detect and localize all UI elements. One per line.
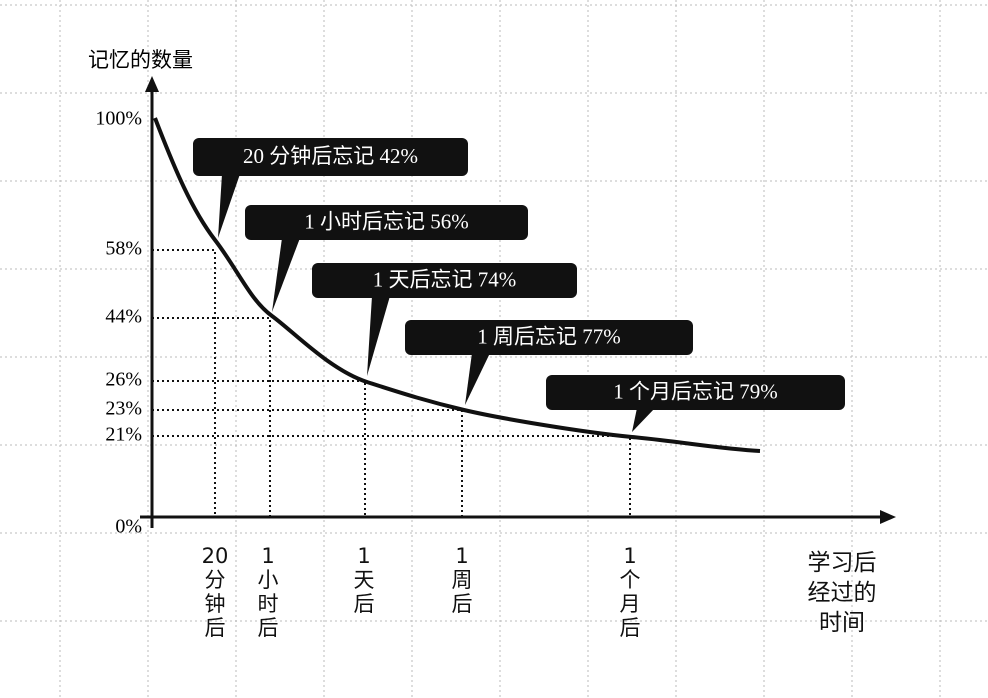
callout-pointer [632, 408, 655, 432]
callout-box [546, 375, 845, 410]
y-tick-label: 58% [105, 238, 142, 260]
callout-box [312, 263, 577, 298]
y-tick-label: 44% [105, 306, 142, 328]
callout-pointer [367, 296, 390, 376]
callout-text: 20 分钟后忘记 42% [243, 144, 418, 168]
x-tick-label: 1周后 [451, 544, 473, 616]
callouts: 20 分钟后忘记 42% 1 小时后忘记 56% 1 天后忘记 74% 1 周后忘记 … [193, 138, 845, 432]
callout-box [405, 320, 693, 355]
x-arrow [880, 510, 896, 524]
callout-box [245, 205, 528, 240]
callout-text: 1 个月后忘记 79% [613, 379, 778, 403]
x-tick-label: 20分钟后 [201, 544, 229, 640]
y-tick-label: 100% [95, 108, 142, 130]
x-tick-label: 1个月后 [619, 544, 641, 640]
callout-text: 1 小时后忘记 56% [304, 209, 469, 233]
y-ticks: 100% 58% 44% 26% 23% 21% 0% [95, 108, 142, 538]
forgetting-curve [153, 117, 761, 453]
x-tick-label: 1天后 [353, 544, 375, 616]
callout-pointer [218, 174, 240, 238]
y-tick-label: 26% [105, 369, 142, 391]
y-arrow [145, 76, 159, 92]
y-tick-label: 0% [115, 516, 142, 538]
callout-pointer [465, 353, 490, 405]
y-tick-label: 21% [105, 424, 142, 446]
x-axis-label: 学习后经过的时间 [807, 550, 877, 636]
callout-text: 1 天后忘记 74% [373, 267, 517, 291]
callout-text: 1 周后忘记 77% [477, 324, 621, 348]
y-axis-label: 记忆的数量 [88, 48, 193, 72]
callout-pointer [272, 238, 300, 312]
x-tick-label: 1小时后 [257, 544, 279, 640]
axes [140, 76, 896, 528]
y-tick-label: 23% [105, 398, 142, 420]
callout-box [193, 138, 468, 176]
